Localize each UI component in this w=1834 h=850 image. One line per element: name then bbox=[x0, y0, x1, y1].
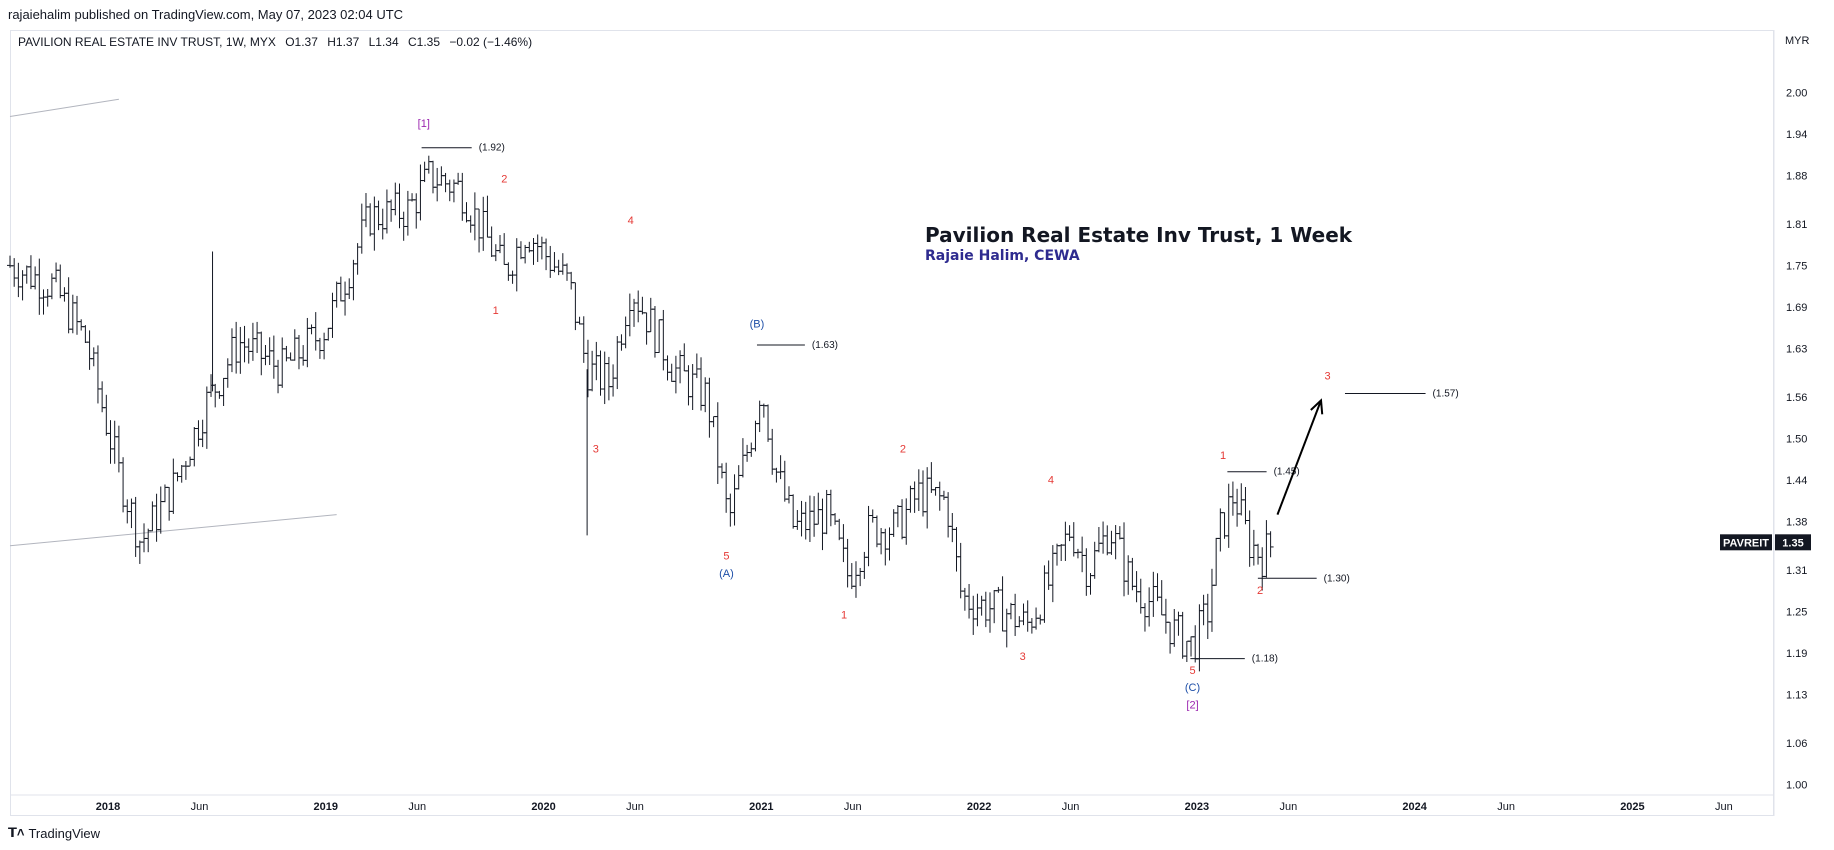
wave-label: 3 bbox=[1324, 371, 1330, 383]
price-tick-label: 1.06 bbox=[1786, 738, 1807, 750]
time-tick-label: Jun bbox=[626, 801, 644, 813]
footer-brand[interactable]: 𝗧˄ TradingView bbox=[8, 825, 100, 841]
close-value: C1.35 bbox=[407, 35, 441, 49]
wave-label: 2 bbox=[501, 173, 507, 185]
change-value: −0.02 (−1.46%) bbox=[449, 35, 533, 49]
price-tick-label: 1.88 bbox=[1786, 170, 1807, 182]
symbol-name: PAVILION REAL ESTATE INV TRUST, 1W, MYX bbox=[18, 35, 276, 49]
price-level-label: (1.92) bbox=[479, 143, 505, 154]
price-tag-value-bg bbox=[1775, 534, 1811, 551]
time-tick-label: 2018 bbox=[96, 801, 120, 813]
price-tick-label: 1.81 bbox=[1786, 219, 1807, 231]
wave-label: 1 bbox=[493, 305, 499, 317]
projection-arrow bbox=[1276, 400, 1322, 515]
price-level-label: (1.18) bbox=[1252, 654, 1278, 665]
wave-label: (C) bbox=[1185, 682, 1200, 694]
time-tick-label: Jun bbox=[1715, 801, 1733, 813]
time-tick-label: 2020 bbox=[531, 801, 555, 813]
wave-label: 2 bbox=[900, 443, 906, 455]
price-tag-symbol: PAVREIT bbox=[1723, 537, 1769, 549]
price-tick-label: 1.94 bbox=[1786, 129, 1807, 141]
time-tick-label: 2025 bbox=[1620, 801, 1644, 813]
price-tick-label: 1.19 bbox=[1786, 648, 1807, 660]
time-tick-label: 2023 bbox=[1185, 801, 1209, 813]
price-level-label: (1.30) bbox=[1324, 573, 1350, 584]
price-tick-label: 1.63 bbox=[1786, 343, 1807, 355]
price-tick-label: 1.31 bbox=[1786, 565, 1807, 577]
price-tick-label: 1.00 bbox=[1786, 780, 1807, 792]
wave-label: 4 bbox=[628, 215, 634, 227]
wave-label: [1] bbox=[418, 118, 430, 130]
wave-label: 3 bbox=[1020, 651, 1026, 663]
low-value: L1.34 bbox=[368, 35, 399, 49]
time-tick-label: Jun bbox=[191, 801, 209, 813]
open-value: O1.37 bbox=[285, 35, 318, 49]
wave-label: 3 bbox=[593, 443, 599, 455]
arrow-head-icon bbox=[1310, 398, 1324, 415]
price-level-label: (1.63) bbox=[812, 340, 838, 351]
price-tick-label: 1.75 bbox=[1786, 260, 1807, 272]
wave-label: (A) bbox=[719, 568, 734, 580]
time-tick-label: 2022 bbox=[967, 801, 991, 813]
time-tick-label: 2024 bbox=[1402, 801, 1427, 813]
time-tick-label: Jun bbox=[408, 801, 426, 813]
price-tick-label: 1.69 bbox=[1786, 302, 1807, 314]
time-tick-label: Jun bbox=[844, 801, 862, 813]
time-tick-label: Jun bbox=[1497, 801, 1515, 813]
price-tag-value: 1.35 bbox=[1782, 537, 1803, 549]
wave-label: [2] bbox=[1186, 699, 1198, 711]
brand-name: TradingView bbox=[28, 825, 101, 841]
time-tick-label: Jun bbox=[1062, 801, 1080, 813]
publish-info: rajaiehalim published on TradingView.com… bbox=[8, 7, 404, 22]
wave-label: 1 bbox=[1220, 450, 1226, 462]
price-tick-label: 2.00 bbox=[1786, 87, 1807, 99]
tradingview-logo-icon: 𝗧˄ bbox=[8, 825, 25, 840]
price-tick-label: 1.50 bbox=[1786, 433, 1807, 445]
wave-label: 5 bbox=[1189, 665, 1195, 677]
wave-label: 2 bbox=[1257, 585, 1263, 597]
wave-label: 1 bbox=[841, 609, 847, 621]
price-level-label: (1.45) bbox=[1274, 467, 1300, 478]
time-tick-label: Jun bbox=[1279, 801, 1297, 813]
chart-subtitle: Rajaie Halim, CEWA bbox=[925, 248, 1080, 264]
currency-label[interactable]: MYR bbox=[1785, 35, 1810, 47]
trendline bbox=[9, 98, 119, 118]
time-tick-label: 2019 bbox=[314, 801, 338, 813]
high-value: H1.37 bbox=[327, 35, 360, 49]
wave-label: 4 bbox=[1048, 474, 1054, 486]
price-tag-symbol-bg bbox=[1720, 534, 1772, 551]
wave-label: (B) bbox=[750, 319, 765, 331]
price-tick-label: 1.38 bbox=[1786, 517, 1807, 529]
price-tick-label: 1.13 bbox=[1786, 690, 1807, 702]
trendline bbox=[9, 514, 337, 547]
symbol-info-bar[interactable]: PAVILION REAL ESTATE INV TRUST, 1W, MYX … bbox=[18, 35, 538, 49]
price-tick-label: 1.25 bbox=[1786, 607, 1807, 619]
price-level-label: (1.57) bbox=[1433, 388, 1459, 399]
wave-label: 5 bbox=[723, 551, 729, 563]
price-tick-label: 1.56 bbox=[1786, 392, 1807, 404]
price-tick-label: 1.44 bbox=[1786, 475, 1807, 487]
chart-title: Pavilion Real Estate Inv Trust, 1 Week bbox=[925, 223, 1353, 247]
time-tick-label: 2021 bbox=[749, 801, 773, 813]
